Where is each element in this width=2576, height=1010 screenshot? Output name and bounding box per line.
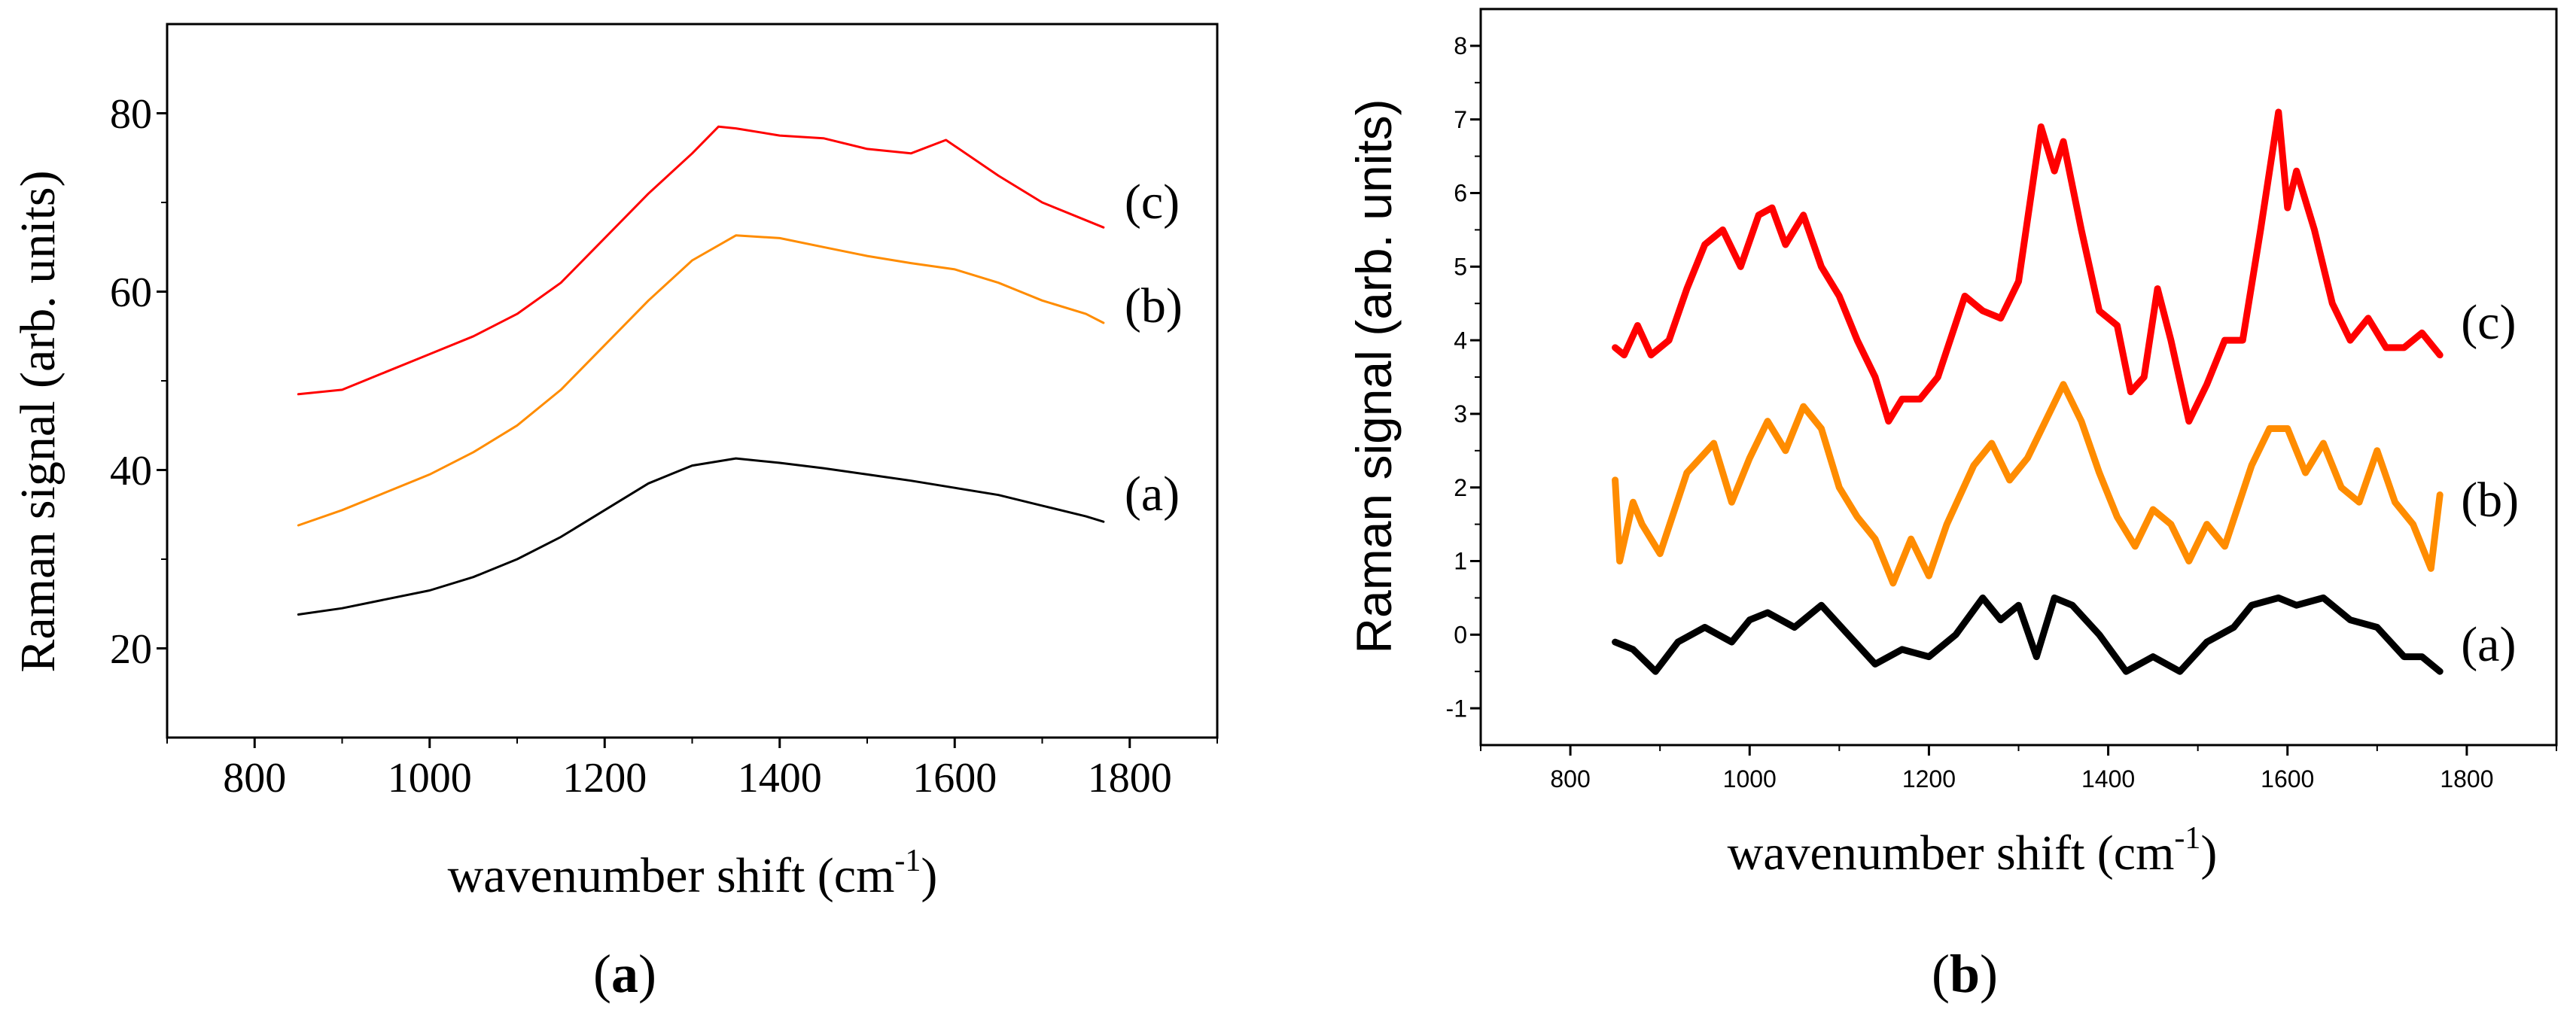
y-tick-label: 80 <box>110 91 152 138</box>
y-tick-label: 7 <box>1454 106 1467 133</box>
x-tick-label: 1400 <box>738 755 822 802</box>
panel-a-caption-close: ) <box>638 944 656 1004</box>
panel-b-caption-close: ) <box>1980 944 1998 1004</box>
panel-a-y-axis-title: Raman signal (arb. units) <box>11 170 65 672</box>
y-tick-label: 0 <box>1454 622 1467 649</box>
panel-b-series-line-b <box>1612 381 2444 587</box>
x-tick-label: 800 <box>1550 765 1590 792</box>
y-tick-label: 6 <box>1454 180 1467 207</box>
panel-b-x-axis-title: wavenumber shift (cm-1) <box>1728 821 2218 881</box>
panel-a-series-line-c <box>297 125 1105 396</box>
panel-a-plot-frame <box>166 23 1219 739</box>
x-tick-label: 1200 <box>562 755 647 802</box>
panel-a-series-line-b <box>297 234 1105 527</box>
y-tick-label: 4 <box>1454 327 1467 354</box>
x-tick-label: 800 <box>223 755 286 802</box>
y-tick-label: 3 <box>1454 400 1467 427</box>
panel-a-series-line-a <box>297 457 1105 616</box>
panel-a-series-label-b: (b) <box>1125 278 1183 333</box>
panel-a-chart: 800 1000 1200 1400 1600 1800 20 40 60 80 (a) (b) (c) <box>110 23 1219 802</box>
y-tick-label: 5 <box>1454 254 1467 281</box>
y-tick-label: -1 <box>1446 695 1467 722</box>
panel-b-chart: 800 1000 1200 1400 1600 1800 -1 0 1 2 3 4 5 6 7 8 (a) (b)… <box>1446 8 2558 792</box>
y-tick-label: 20 <box>110 626 152 673</box>
panel-b-series-label-b: (b) <box>2461 473 2519 528</box>
panel-a-series-label-a: (a) <box>1125 467 1180 522</box>
panel-a-x-axis-title: wavenumber shift (cm-1) <box>448 844 938 903</box>
y-tick-label: 8 <box>1454 32 1467 59</box>
y-tick-label: 1 <box>1454 548 1467 575</box>
panel-b-series-label-c: (c) <box>2461 295 2516 350</box>
panel-b-caption-letter: b <box>1950 944 1980 1004</box>
x-tick-label: 1200 <box>1902 765 1956 792</box>
x-tick-label: 1400 <box>2081 765 2135 792</box>
panel-a-caption-letter: a <box>611 944 638 1004</box>
y-tick-label: 40 <box>110 448 152 494</box>
panel-b-caption: (b) <box>1932 944 1998 1004</box>
panel-a-x-axis-title-main: wavenumber shift (cm <box>448 848 895 903</box>
panel-b-series-line-c <box>1612 108 2444 425</box>
panel-b-x-axis-title-sup: -1 <box>2174 821 2200 856</box>
panel-b-series-label-a: (a) <box>2461 617 2516 672</box>
panel-b-series-line-a <box>1612 594 2444 675</box>
x-tick-label: 1600 <box>912 755 997 802</box>
panel-b-caption-open: ( <box>1932 944 1950 1004</box>
y-tick-label: 2 <box>1454 474 1467 501</box>
x-tick-label: 1000 <box>388 755 472 802</box>
x-tick-label: 1000 <box>1723 765 1777 792</box>
panel-a-x-axis-title-close: ) <box>921 848 937 903</box>
y-tick-label: 60 <box>110 269 152 316</box>
panel-a-x-axis-title-sup: -1 <box>894 844 921 878</box>
x-tick-label: 1800 <box>1088 755 1172 802</box>
x-tick-label: 1800 <box>2440 765 2493 792</box>
x-tick-label: 1600 <box>2261 765 2314 792</box>
panel-a-caption-open: ( <box>593 944 611 1004</box>
panel-b-x-axis-title-close: ) <box>2200 826 2217 881</box>
panel-b-plot-frame <box>1479 8 2558 747</box>
panel-b-x-axis-title-main: wavenumber shift (cm <box>1728 826 2175 881</box>
panel-a-caption: (a) <box>593 944 656 1004</box>
panel-a-series-label-c: (c) <box>1125 175 1180 230</box>
panel-b-y-axis-title: Raman signal (arb. units) <box>1346 99 1402 653</box>
